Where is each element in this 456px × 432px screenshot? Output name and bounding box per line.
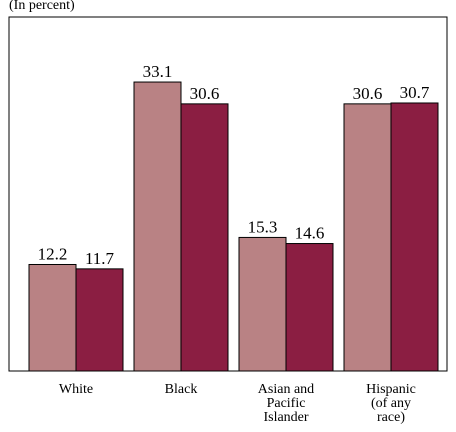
category-label-line: Hispanic: [366, 382, 416, 397]
bar-series-2-cat-2: [180, 103, 229, 372]
category-label-line: Asian and: [258, 382, 314, 397]
bars-group: [28, 81, 439, 372]
category-label-line: Black: [165, 382, 198, 397]
category-label-3: Asian and Pacific Islander: [258, 382, 314, 425]
value-label-series-2-cat-1: 11.7: [85, 249, 115, 268]
value-label-series-1-cat-2: 33.1: [143, 62, 173, 81]
value-label-series-2-cat-2: 30.6: [190, 84, 220, 103]
bar-series-1-cat-2: [133, 81, 182, 372]
category-label-line: White: [59, 382, 93, 397]
category-labels-group: White Black Asian and Pacific Islander Hispan…: [59, 382, 416, 425]
bar-series-2-cat-1: [75, 268, 124, 372]
category-label-4: Hispanic (of any race): [366, 382, 416, 425]
category-label-2: Black: [165, 382, 198, 397]
value-label-series-2-cat-3: 14.6: [295, 224, 325, 243]
unit-note: (In percent): [9, 0, 75, 13]
bar-series-2-cat-4: [390, 102, 439, 372]
bar-series-1-cat-4: [343, 103, 392, 372]
category-label-line: Pacific: [267, 396, 306, 411]
category-label-line: (of any: [371, 396, 411, 411]
category-label-line: Islander: [263, 410, 308, 425]
value-label-series-1-cat-4: 30.6: [353, 84, 383, 103]
bar-series-1-cat-1: [28, 263, 77, 372]
value-label-series-2-cat-4: 30.7: [400, 83, 430, 102]
category-label-line: race): [377, 410, 405, 425]
value-labels-group: 12.2 11.7 33.1 30.6 15.3 14.6 30.6 30.7: [38, 62, 430, 268]
category-label-1: White: [59, 382, 93, 397]
value-label-series-1-cat-1: 12.2: [38, 244, 68, 263]
value-label-series-1-cat-3: 15.3: [248, 217, 278, 236]
bar-series-2-cat-3: [285, 243, 334, 372]
bar-series-1-cat-3: [238, 236, 287, 372]
